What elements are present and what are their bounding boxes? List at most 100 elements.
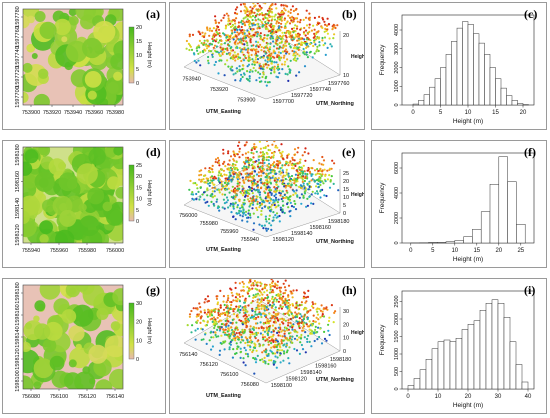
lidar-point <box>209 171 211 173</box>
lidar-point <box>266 153 268 155</box>
lidar-point <box>331 160 333 162</box>
lidar-point <box>230 169 232 171</box>
lidar-point <box>283 352 285 354</box>
lidar-point <box>294 203 296 205</box>
lidar-point <box>286 36 288 38</box>
lidar-point <box>226 301 228 303</box>
lidar-point <box>282 190 284 192</box>
colorbar-tick-label: 20 <box>136 320 142 326</box>
y-tick-label: 2000 <box>394 212 400 224</box>
lidar-point <box>262 334 264 336</box>
lidar-point <box>258 77 260 79</box>
lidar-point <box>226 13 228 15</box>
lidar-point <box>292 54 294 56</box>
lidar-point <box>215 158 217 160</box>
lidar-point <box>204 301 206 303</box>
lidar-point <box>309 320 311 322</box>
lidar-point <box>280 52 282 54</box>
lidar-point <box>255 61 257 63</box>
lidar-point <box>196 184 198 186</box>
lidar-point <box>244 24 246 26</box>
lidar-point <box>246 217 248 219</box>
lidar-point <box>266 322 268 324</box>
lidar-point <box>212 40 214 42</box>
tree-crown <box>75 279 88 292</box>
lidar-point <box>319 316 321 318</box>
lidar-point <box>210 176 212 178</box>
lidar-point <box>264 297 266 299</box>
lidar-point <box>239 309 241 311</box>
lidar-point <box>274 170 276 172</box>
lidar-point <box>282 51 284 53</box>
lidar-point <box>199 64 201 66</box>
lidar-point <box>211 182 213 184</box>
lidar-point <box>288 346 290 348</box>
lidar-point <box>333 162 335 164</box>
lidar-point <box>217 72 219 74</box>
lidar-point <box>230 301 232 303</box>
lidar-point <box>260 210 262 212</box>
lidar-point <box>258 46 260 48</box>
z-tick-label: 5 <box>343 203 346 209</box>
lidar-point <box>270 336 272 338</box>
lidar-point <box>296 53 298 55</box>
lidar-point <box>287 307 289 309</box>
lidar-point <box>241 206 243 208</box>
lidar-point <box>211 314 213 316</box>
lidar-point <box>307 152 309 154</box>
lidar-point <box>256 334 258 336</box>
lidar-point <box>288 210 290 212</box>
lidar-point <box>271 11 273 13</box>
tree-crown <box>113 72 122 81</box>
lidar-point <box>222 206 224 208</box>
lidar-point <box>285 171 287 173</box>
lidar-point <box>239 300 241 302</box>
lidar-point <box>237 204 239 206</box>
lidar-point <box>255 337 257 339</box>
lidar-point <box>242 286 244 288</box>
lidar-point <box>229 337 231 339</box>
lidar-point <box>222 53 224 55</box>
lidar-point <box>219 290 221 292</box>
lidar-point <box>291 342 293 344</box>
easting-tick-label: 755980 <box>200 221 218 227</box>
lidar-point <box>275 321 277 323</box>
lidar-point <box>285 280 287 282</box>
lidar-point <box>334 27 336 29</box>
lidar-point <box>242 357 244 359</box>
lidar-point <box>259 194 261 196</box>
lidar-point <box>214 19 216 21</box>
lidar-point <box>207 311 209 313</box>
lidar-point <box>317 186 319 188</box>
lidar-point <box>247 355 249 357</box>
lidar-point <box>245 57 247 59</box>
lidar-point <box>228 24 230 26</box>
lidar-point <box>273 364 275 366</box>
lidar-point <box>228 17 230 19</box>
northing-tick-label: 1598160 <box>310 225 331 231</box>
lidar-point <box>266 141 268 142</box>
lidar-point <box>212 36 214 38</box>
lidar-point <box>232 310 234 312</box>
lidar-point <box>257 316 259 318</box>
lidar-point <box>263 323 265 325</box>
tree-crown <box>76 344 82 350</box>
lidar-point <box>270 359 272 361</box>
lidar-point <box>315 174 317 176</box>
lidar-point <box>233 173 235 175</box>
lidar-point <box>231 339 233 341</box>
lidar-point <box>235 196 237 198</box>
lidar-point <box>292 194 294 196</box>
lidar-point <box>299 317 301 319</box>
z-tick-label: 20 <box>343 33 349 39</box>
z-tick-label: 15 <box>343 187 349 193</box>
lidar-point <box>269 284 271 286</box>
lidar-point <box>266 183 268 185</box>
lidar-point <box>234 329 236 331</box>
lidar-point <box>187 324 189 326</box>
lidar-point <box>213 27 215 29</box>
lidar-point <box>209 315 211 317</box>
lidar-point <box>302 348 304 350</box>
lidar-point <box>312 303 314 305</box>
